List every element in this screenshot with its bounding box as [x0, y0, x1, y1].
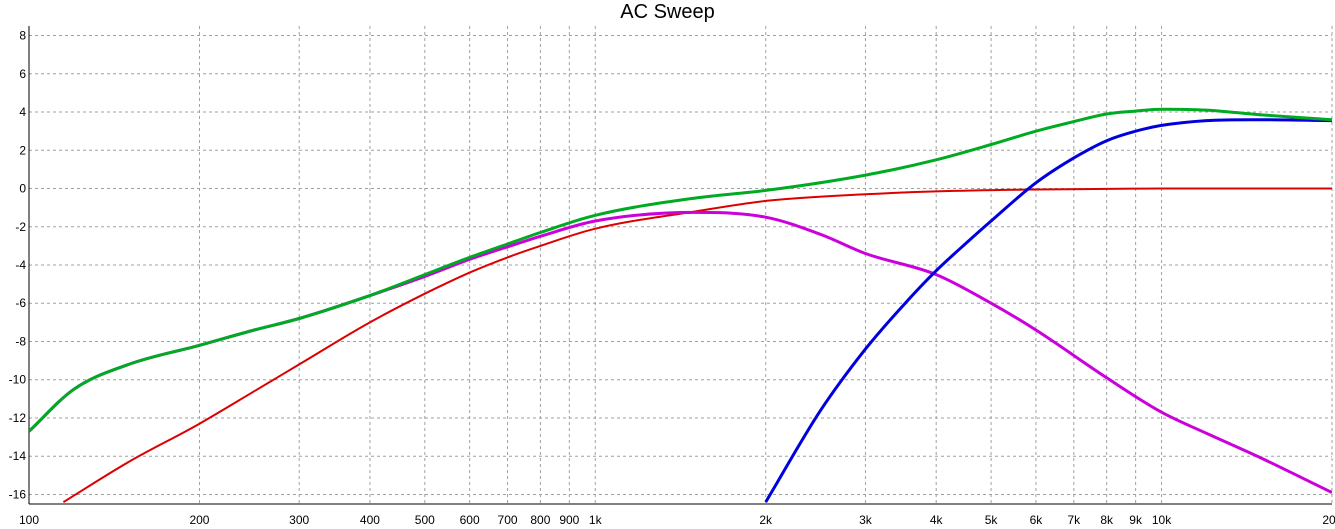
- x-tick-label: 6k: [1030, 513, 1044, 527]
- y-tick-label: -12: [9, 411, 27, 425]
- y-tick-label: -14: [9, 449, 27, 463]
- y-tick-label: 8: [19, 29, 26, 43]
- x-tick-label: 200: [189, 513, 209, 527]
- y-tick-label: -8: [15, 334, 26, 348]
- y-tick-label: 4: [19, 105, 26, 119]
- x-tick-label: 20k: [1322, 513, 1335, 527]
- x-tick-label: 500: [415, 513, 435, 527]
- y-tick-label: 6: [19, 67, 26, 81]
- x-tick-label: 4k: [930, 513, 944, 527]
- series-line-4: [29, 107, 1332, 433]
- x-tick-label: 3k: [859, 513, 873, 527]
- x-tick-label: 900: [559, 513, 579, 527]
- y-tick-label: -2: [15, 220, 26, 234]
- x-tick-label: 800: [530, 513, 550, 527]
- x-tick-label: 700: [498, 513, 518, 527]
- x-tick-label: 10k: [1152, 513, 1172, 527]
- grid: [28, 26, 1333, 504]
- x-tick-label: 5k: [985, 513, 999, 527]
- x-tick-label: 300: [289, 513, 309, 527]
- series-line-2: [29, 210, 1332, 494]
- y-tick-label: -6: [15, 296, 26, 310]
- x-tick-label: 9k: [1129, 513, 1143, 527]
- series-line-1: [62, 187, 1332, 503]
- y-tick-label: 0: [19, 182, 26, 196]
- x-tick-label: 1k: [589, 513, 603, 527]
- series-layer: [29, 107, 1332, 503]
- x-tick-label: 600: [460, 513, 480, 527]
- x-tick-label: 7k: [1067, 513, 1081, 527]
- x-tick-label: 2k: [759, 513, 773, 527]
- y-tick-label: 2: [19, 143, 26, 157]
- x-tick-label: 100: [19, 513, 39, 527]
- y-tick-label: -16: [9, 487, 27, 501]
- x-tick-label: 8k: [1100, 513, 1114, 527]
- chart-title: AC Sweep: [620, 1, 715, 23]
- tick-labels: 100 200 300 400 500 600 700 800 900 1k 2k 3k 4k 5k 6k 7…: [9, 29, 1335, 527]
- series-line-3: [764, 118, 1332, 503]
- x-tick-label: 400: [360, 513, 380, 527]
- y-tick-label: -10: [9, 373, 27, 387]
- axes: [28, 26, 1332, 505]
- y-tick-label: -4: [15, 258, 26, 272]
